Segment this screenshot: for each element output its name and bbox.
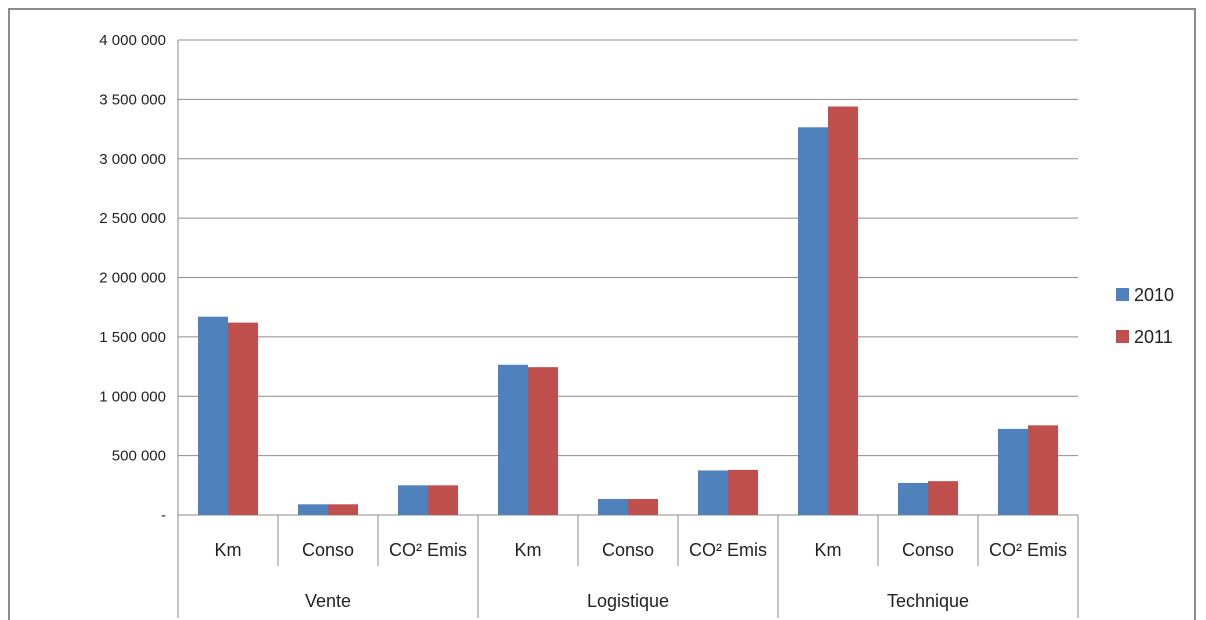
bar-2010-3 [498,364,528,515]
y-tick-label: 2 000 000 [99,270,166,287]
y-tick-label: 4 000 000 [99,32,166,49]
legend-label: 2010 [1134,285,1174,305]
y-tick-label: 2 500 000 [99,210,166,227]
bar-2011-6 [828,106,858,515]
bar-2011-4 [628,498,658,515]
bar-2011-7 [928,481,958,515]
legend-label: 2011 [1134,327,1173,347]
chart-frame [8,8,1196,620]
category-label: Km [215,540,242,560]
y-tick-label: 3 000 000 [99,151,166,168]
bar-2011-1 [328,504,358,515]
bar-2010-2 [398,485,428,515]
y-tick-label: 500 000 [112,448,166,465]
y-tick-label: 1 000 000 [99,388,166,405]
bar-2011-0 [228,322,258,515]
legend-swatch-2011 [1116,330,1129,343]
group-label: Technique [887,591,969,611]
bar-2010-7 [898,482,928,515]
category-label: Conso [602,540,654,560]
bar-2010-1 [298,504,328,515]
group-label: Vente [305,591,351,611]
bar-2011-3 [528,367,558,515]
bar-2010-6 [798,127,828,515]
bar-2010-8 [998,428,1028,515]
y-tick-label: 1 500 000 [99,329,166,346]
bar-2011-5 [728,469,758,515]
category-label: Conso [902,540,954,560]
category-label: Km [515,540,542,560]
bar-2011-2 [428,485,458,515]
legend-swatch-2010 [1116,288,1129,301]
bar-2010-4 [598,498,628,515]
category-label: Conso [302,540,354,560]
group-label: Logistique [587,591,669,611]
bar-2011-8 [1028,425,1058,515]
category-label: Km [815,540,842,560]
bar-2010-0 [198,316,228,515]
bar-2010-5 [698,470,728,515]
y-tick-label: 3 500 000 [99,91,166,108]
y-tick-label: - [161,507,166,524]
category-label: CO² Emis [989,540,1067,560]
category-label: CO² Emis [389,540,467,560]
category-label: CO² Emis [689,540,767,560]
